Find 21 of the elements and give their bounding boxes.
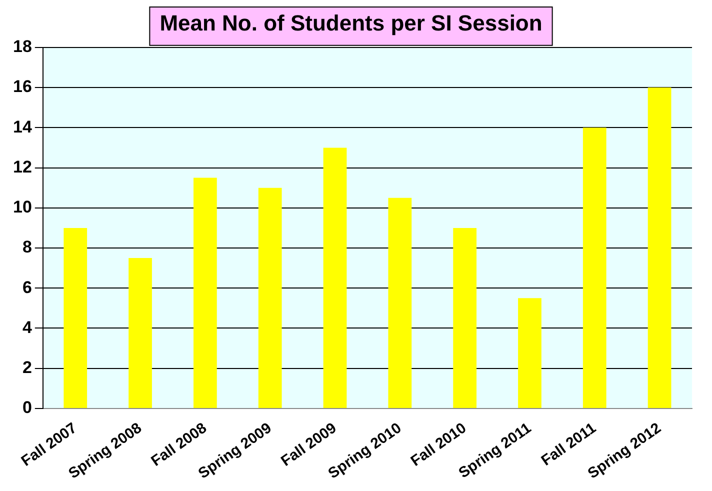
y-tick-label: 8 (22, 238, 32, 257)
y-tick-label: 14 (12, 117, 32, 136)
y-tick-label: 0 (22, 398, 32, 418)
y-tick-label: 6 (22, 278, 32, 297)
bar (648, 88, 672, 408)
y-tick-label: 12 (12, 157, 32, 176)
bar (194, 178, 217, 408)
bar (582, 128, 606, 408)
bar (388, 198, 412, 408)
bar (128, 258, 152, 408)
y-tick-label: 16 (12, 77, 32, 96)
bar (323, 148, 347, 408)
y-tick-label: 18 (12, 37, 32, 56)
bar (518, 298, 542, 408)
chart-title: Mean No. of Students per SI Session (160, 10, 542, 36)
y-tick-label: 4 (22, 318, 32, 337)
bar (64, 228, 88, 408)
y-tick-label: 2 (22, 358, 32, 378)
bar (258, 188, 282, 408)
y-tick-label: 10 (12, 198, 32, 217)
bar (453, 228, 476, 408)
